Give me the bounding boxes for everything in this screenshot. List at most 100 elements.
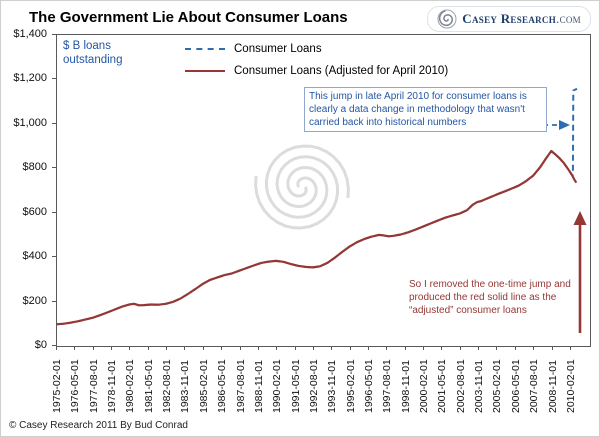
x-tick-label: 1995-02-01 <box>344 359 357 413</box>
y-tick-label: $1,000 <box>13 116 47 129</box>
blue-annotation-box: This jump in late April 2010 for consume… <box>304 87 547 132</box>
x-tick-label: 1976-05-01 <box>69 359 82 413</box>
x-tick-label: 2000-02-01 <box>418 359 431 413</box>
x-tick-mark <box>147 346 149 350</box>
x-tick-mark <box>184 346 186 350</box>
x-tick-mark <box>111 346 113 350</box>
x-tick-label: 1997-08-01 <box>381 359 394 413</box>
x-tick-mark <box>331 346 333 350</box>
x-tick-mark <box>459 346 461 350</box>
logo-tld: .com <box>556 11 581 26</box>
x-tick-mark <box>239 346 241 350</box>
x-tick-mark <box>92 346 94 350</box>
legend-line-sample-solid <box>185 70 225 72</box>
x-tick-label: 1977-08-01 <box>87 359 100 413</box>
x-tick-label: 1993-11-01 <box>326 360 339 413</box>
x-tick-label: 1986-05-01 <box>216 359 229 413</box>
x-tick-mark <box>312 346 314 350</box>
x-tick-mark <box>349 346 351 350</box>
logo-spiral-icon <box>437 9 457 29</box>
legend-line-sample-dashed <box>185 48 225 50</box>
x-tick-label: 2008-11-01 <box>546 360 559 413</box>
x-tick-label: 1980-02-01 <box>124 359 137 413</box>
x-tick-mark <box>276 346 278 350</box>
y-tick-mark <box>52 122 56 124</box>
x-tick-label: 2003-11-01 <box>473 360 486 413</box>
page-title: The Government Lie About Consumer Loans <box>29 9 348 26</box>
x-tick-mark <box>202 346 204 350</box>
x-tick-mark <box>294 346 296 350</box>
x-tick-label: 2006-05-01 <box>509 359 522 413</box>
x-tick-label: 1982-08-01 <box>161 359 174 413</box>
consumer-loans-adjusted-for-april-2010--line <box>57 149 578 326</box>
y-tick-mark <box>52 34 56 35</box>
x-tick-mark <box>441 346 443 350</box>
y-axis-labels: $1,400 $1,200 $1,000 $800 $600 $400 $200 $0 <box>1 28 56 351</box>
y-tick-label: $600 <box>22 205 47 218</box>
y-tick-mark <box>52 78 56 80</box>
x-tick-label: 1983-11-01 <box>179 360 192 413</box>
y-tick-label: $200 <box>22 294 47 307</box>
y-axis-unit-label: $ B loans outstanding <box>63 40 123 66</box>
plot-area: $ B loans outstanding Consumer Loans Con… <box>56 34 591 347</box>
y-tick-label: $400 <box>22 250 47 263</box>
x-tick-mark <box>423 346 425 350</box>
y-tick-label: $1,200 <box>13 72 47 85</box>
x-tick-label: 2001-05-01 <box>436 359 449 413</box>
x-tick-mark <box>551 346 553 350</box>
legend-item-consumer-loans: Consumer Loans <box>185 38 448 60</box>
x-tick-label: 1990-02-01 <box>271 359 284 413</box>
x-tick-label: 1987-08-01 <box>234 359 247 413</box>
x-tick-label: 1998-11-01 <box>399 360 412 413</box>
x-tick-label: 1992-08-01 <box>307 359 320 413</box>
x-tick-mark <box>386 346 388 350</box>
chart-svg <box>57 87 587 333</box>
logo-name: Casey Research <box>462 11 557 26</box>
y-tick-mark <box>52 256 56 258</box>
x-tick-mark <box>257 346 259 350</box>
y-tick-mark <box>52 211 56 213</box>
x-tick-mark <box>74 346 76 350</box>
blue-arrow-head-icon <box>559 120 570 130</box>
x-tick-label: 2005-02-01 <box>491 359 504 413</box>
x-tick-label: 2007-08-01 <box>528 359 541 413</box>
logo-text: Casey Research.com <box>462 11 581 27</box>
legend-item-adjusted-consumer-loans: Consumer Loans (Adjusted for April 2010) <box>185 60 448 82</box>
red-annotation-note: So I removed the one-time jump and produ… <box>409 279 571 316</box>
casey-research-logo: Casey Research.com <box>427 6 591 32</box>
x-tick-label: 1996-05-01 <box>362 359 375 413</box>
y-tick-label: $1,400 <box>13 28 47 40</box>
x-tick-mark <box>533 346 535 350</box>
x-tick-label: 1975-02-01 <box>51 359 63 413</box>
x-axis-labels: 1975-02-01 1976-05-01 1977-08-01 1978-11-01… <box>51 346 596 436</box>
legend-label: Consumer Loans <box>234 43 322 55</box>
x-tick-mark <box>129 346 131 350</box>
x-tick-label: 1991-05-01 <box>289 359 302 413</box>
x-tick-label: 1978-11-01 <box>106 360 119 413</box>
x-tick-mark <box>478 346 480 350</box>
y-tick-label: $800 <box>22 161 47 174</box>
x-tick-label: 2002-08-01 <box>454 359 467 413</box>
x-tick-mark <box>367 346 369 350</box>
y-tick-label: $0 <box>34 339 47 351</box>
y-tick-mark <box>52 167 56 169</box>
x-tick-label: 2010-02-01 <box>564 359 577 413</box>
x-tick-mark <box>496 346 498 350</box>
legend-label: Consumer Loans (Adjusted for April 2010) <box>234 65 449 77</box>
x-tick-mark <box>221 346 223 350</box>
y-tick-mark <box>52 300 56 302</box>
x-tick-mark <box>166 346 168 350</box>
y-tick-mark <box>52 345 56 346</box>
x-tick-label: 1985-02-01 <box>197 359 210 413</box>
x-tick-mark <box>56 346 57 350</box>
x-tick-mark <box>514 346 516 350</box>
x-tick-mark <box>569 346 571 350</box>
x-tick-label: 1981-05-01 <box>142 359 155 413</box>
footer-copyright: © Casey Research 2011 By Bud Conrad <box>9 420 188 431</box>
x-tick-mark <box>404 346 406 350</box>
chart-legend: Consumer Loans Consumer Loans (Adjusted … <box>185 38 448 82</box>
x-tick-label: 1988-11-01 <box>252 360 265 413</box>
watermark-spiral-icon <box>254 144 350 230</box>
red-arrow-head-icon <box>573 211 587 225</box>
